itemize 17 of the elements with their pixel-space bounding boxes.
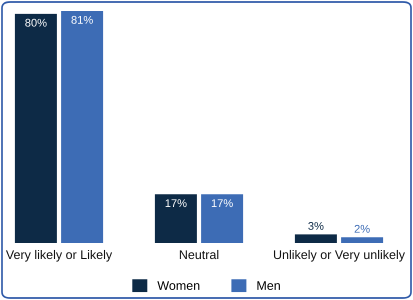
legend-label: Men bbox=[257, 281, 280, 290]
bar bbox=[14, 14, 57, 243]
data-label: 3% bbox=[308, 222, 324, 230]
x-tick-label: Unlikely or Very unlikely bbox=[274, 250, 405, 262]
x-tick-label: Neutral bbox=[180, 250, 218, 260]
bar bbox=[154, 194, 197, 243]
data-label: 80% bbox=[25, 18, 47, 27]
legend-label: Women bbox=[157, 281, 200, 290]
bar bbox=[201, 194, 244, 243]
data-label: 81% bbox=[71, 16, 93, 24]
bar bbox=[61, 11, 104, 243]
data-label: 17% bbox=[166, 199, 187, 208]
data-label: 17% bbox=[212, 199, 233, 208]
data-label: 2% bbox=[354, 224, 370, 233]
bar bbox=[341, 237, 384, 243]
bar bbox=[294, 234, 337, 243]
x-tick-label: Very likely or Likely bbox=[6, 250, 112, 262]
